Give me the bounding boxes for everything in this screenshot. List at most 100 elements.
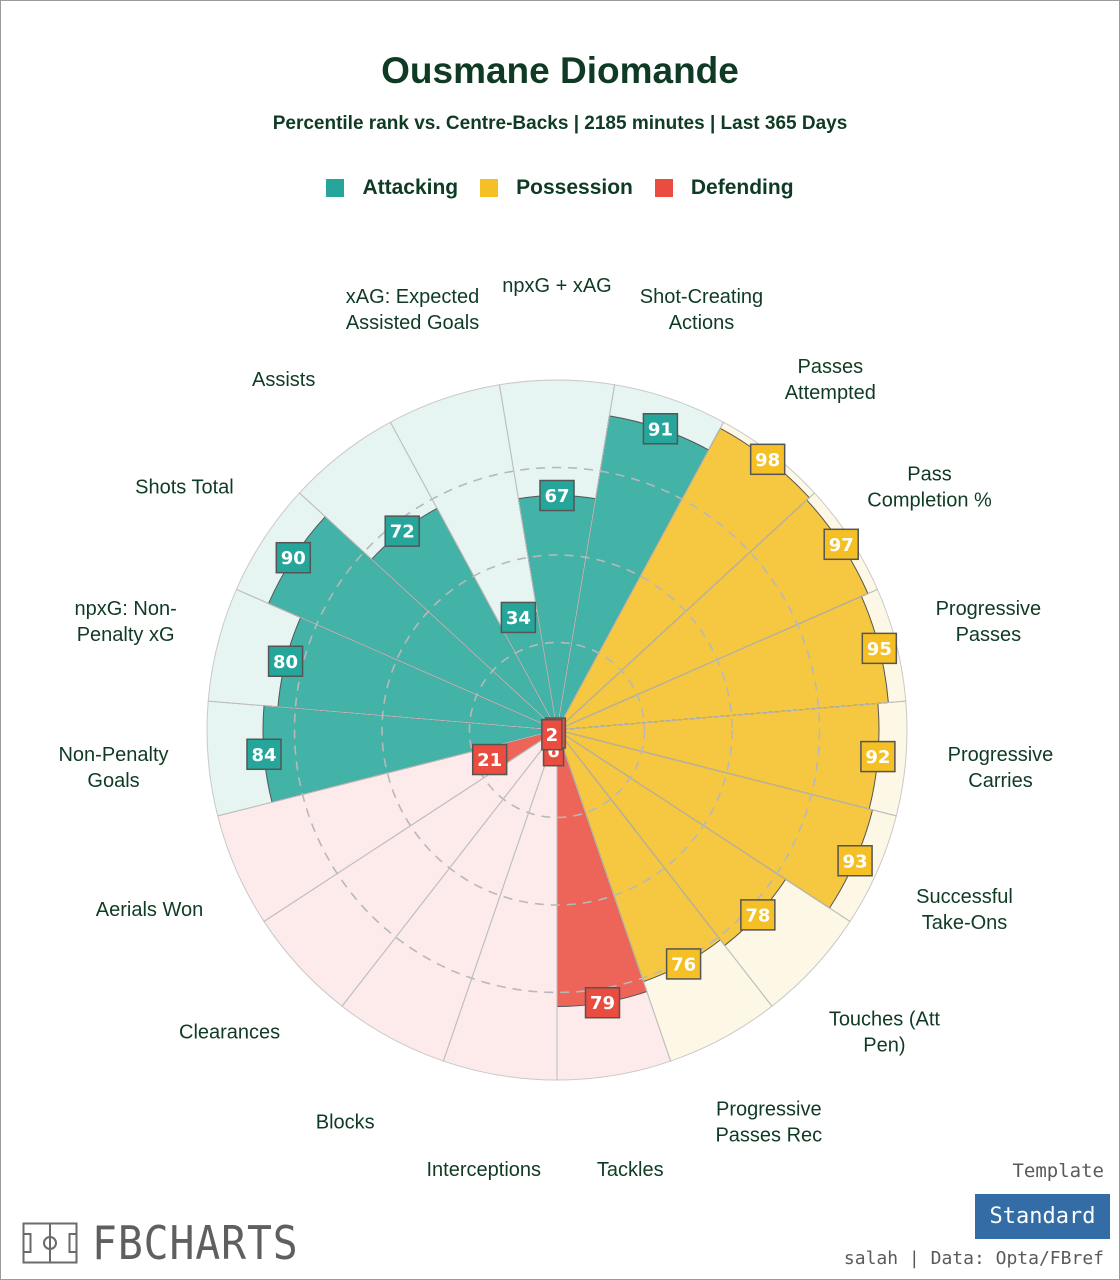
legend-item-attacking: Attacking — [326, 176, 458, 200]
value-text: 91 — [648, 419, 673, 440]
template-label: Template — [1012, 1160, 1104, 1182]
fbcharts-logo: FBCHARTS — [22, 1216, 322, 1270]
value-label-xag-expected-assisted-goals: 34 — [500, 601, 537, 634]
template-standard-button[interactable]: Standard — [975, 1194, 1110, 1239]
value-box — [837, 845, 873, 877]
spoke — [556, 729, 672, 1062]
axis-label-clearances: Clearances — [179, 1021, 280, 1043]
value-box — [642, 413, 679, 445]
value-text: 90 — [281, 548, 306, 569]
axis-label-npxg-xag: npxG + xAG — [502, 275, 612, 297]
axis-label-shots-total: Shots Total — [135, 477, 234, 499]
spoke — [236, 588, 558, 731]
value-text: 78 — [745, 905, 770, 926]
axis-label-shot-creating-actions: Shot-Creating Actions — [640, 286, 763, 334]
axis-label-progressive-passes: Progressive Passes — [936, 598, 1042, 646]
value-text: 97 — [829, 535, 854, 556]
axis-label-progressive-passes-rec: Progressive Passes Rec — [715, 1098, 822, 1146]
spoke — [556, 700, 906, 731]
spoke — [556, 729, 897, 817]
axis-label-progressive-carries: Progressive Carries — [948, 744, 1054, 792]
axis-labels: npxG + xAG Shot-Creating Actions Passes Atte… — [58, 275, 1053, 1181]
spoke — [556, 492, 815, 731]
value-label-progressive-passes-rec: 76 — [665, 948, 702, 980]
value-label-shots-total: 90 — [275, 541, 312, 574]
chart-title: Ousmane Diomande — [381, 50, 739, 91]
value-label-aerials-won: 21 — [471, 743, 508, 776]
legend-label-possession: Possession — [516, 176, 633, 199]
spoke — [299, 492, 558, 731]
spoke — [556, 729, 773, 1007]
value-box — [500, 601, 537, 634]
legend-item-defending: Defending — [654, 176, 794, 200]
value-text: 84 — [251, 745, 276, 766]
axis-label-interceptions: Interceptions — [427, 1159, 542, 1181]
spoke — [263, 729, 558, 922]
value-box — [861, 632, 898, 665]
value-text: 2 — [546, 725, 559, 746]
value-label-successful-take-ons: 93 — [837, 845, 873, 877]
value-label-npxg-non-penalty-xg: 80 — [267, 645, 304, 678]
legend-swatch-defending — [654, 179, 673, 197]
value-text: 21 — [477, 750, 502, 771]
axis-label-pass-completion: Pass Completion % — [867, 464, 992, 512]
axis-label-touches-att-pen: Touches (Att Pen) — [829, 1008, 941, 1056]
value-label-tackles: 79 — [584, 986, 621, 1019]
value-text: 79 — [590, 993, 615, 1014]
value-label-progressive-carries: 92 — [860, 740, 896, 773]
legend-swatch-attacking — [326, 179, 345, 197]
value-text: 95 — [867, 639, 892, 660]
value-box — [246, 738, 282, 771]
spoke — [556, 588, 878, 731]
data-credit: salah | Data: Opta/FBref — [843, 1248, 1104, 1269]
value-box — [823, 528, 859, 561]
value-box — [539, 479, 575, 512]
legend-item-possession: Possession — [480, 176, 633, 200]
legend-label-attacking: Attacking — [362, 176, 459, 199]
axis-label-aerials-won: Aerials Won — [96, 899, 203, 921]
axis-label-xag-expected-assisted-goals: xAG: Expected Assisted Goals — [346, 286, 479, 334]
value-box — [860, 740, 896, 773]
value-box — [471, 743, 508, 776]
value-text: 72 — [390, 522, 415, 543]
value-label-clearances: 2 — [541, 718, 563, 751]
chart-subtitle: Percentile rank vs. Centre-Backs | 2185 … — [272, 113, 848, 134]
value-text: 34 — [506, 608, 531, 629]
spoke — [556, 729, 851, 922]
value-box — [275, 541, 312, 574]
axis-label-blocks: Blocks — [316, 1111, 375, 1133]
value-label-shot-creating-actions: 91 — [642, 413, 679, 445]
legend-swatch-possession — [480, 179, 499, 197]
value-box — [665, 948, 702, 980]
value-text: 98 — [755, 450, 780, 471]
axis-label-successful-take-ons: Successful Take-Ons — [916, 886, 1013, 934]
value-text: 67 — [544, 486, 569, 507]
pitch-icon — [22, 1222, 78, 1264]
value-label-non-penalty-goals: 84 — [246, 738, 282, 771]
value-text: 80 — [273, 652, 298, 673]
spoke — [556, 421, 725, 731]
value-label-progressive-passes: 95 — [861, 632, 898, 665]
value-label-passes-attempted: 98 — [749, 443, 786, 476]
grid-ring-3 — [293, 466, 821, 994]
value-bars — [262, 415, 889, 1008]
axis-label-passes-attempted: Passes Attempted — [785, 356, 876, 404]
value-label-npxg-xag: 67 — [539, 479, 575, 512]
value-box — [384, 515, 420, 547]
value-box — [267, 645, 304, 678]
axis-label-non-penalty-goals: Non-Penalty Goals — [58, 744, 168, 792]
axis-label-npxg-non-penalty-xg: npxG: Non-Penalty xG — [74, 598, 176, 646]
value-text: 93 — [843, 851, 868, 872]
logo-text: FBCHARTS — [92, 1216, 299, 1270]
value-label-assists: 72 — [384, 515, 420, 547]
value-label-pass-completion: 97 — [823, 528, 859, 561]
value-box — [749, 443, 786, 476]
value-labels: 67919897959293787679612218480907234 — [246, 413, 898, 1019]
grid-ring-1 — [468, 641, 646, 819]
value-text: 76 — [671, 954, 696, 975]
spoke — [498, 384, 558, 731]
spokes — [208, 384, 906, 1080]
value-text: 92 — [865, 747, 890, 768]
spoke — [341, 729, 558, 1007]
